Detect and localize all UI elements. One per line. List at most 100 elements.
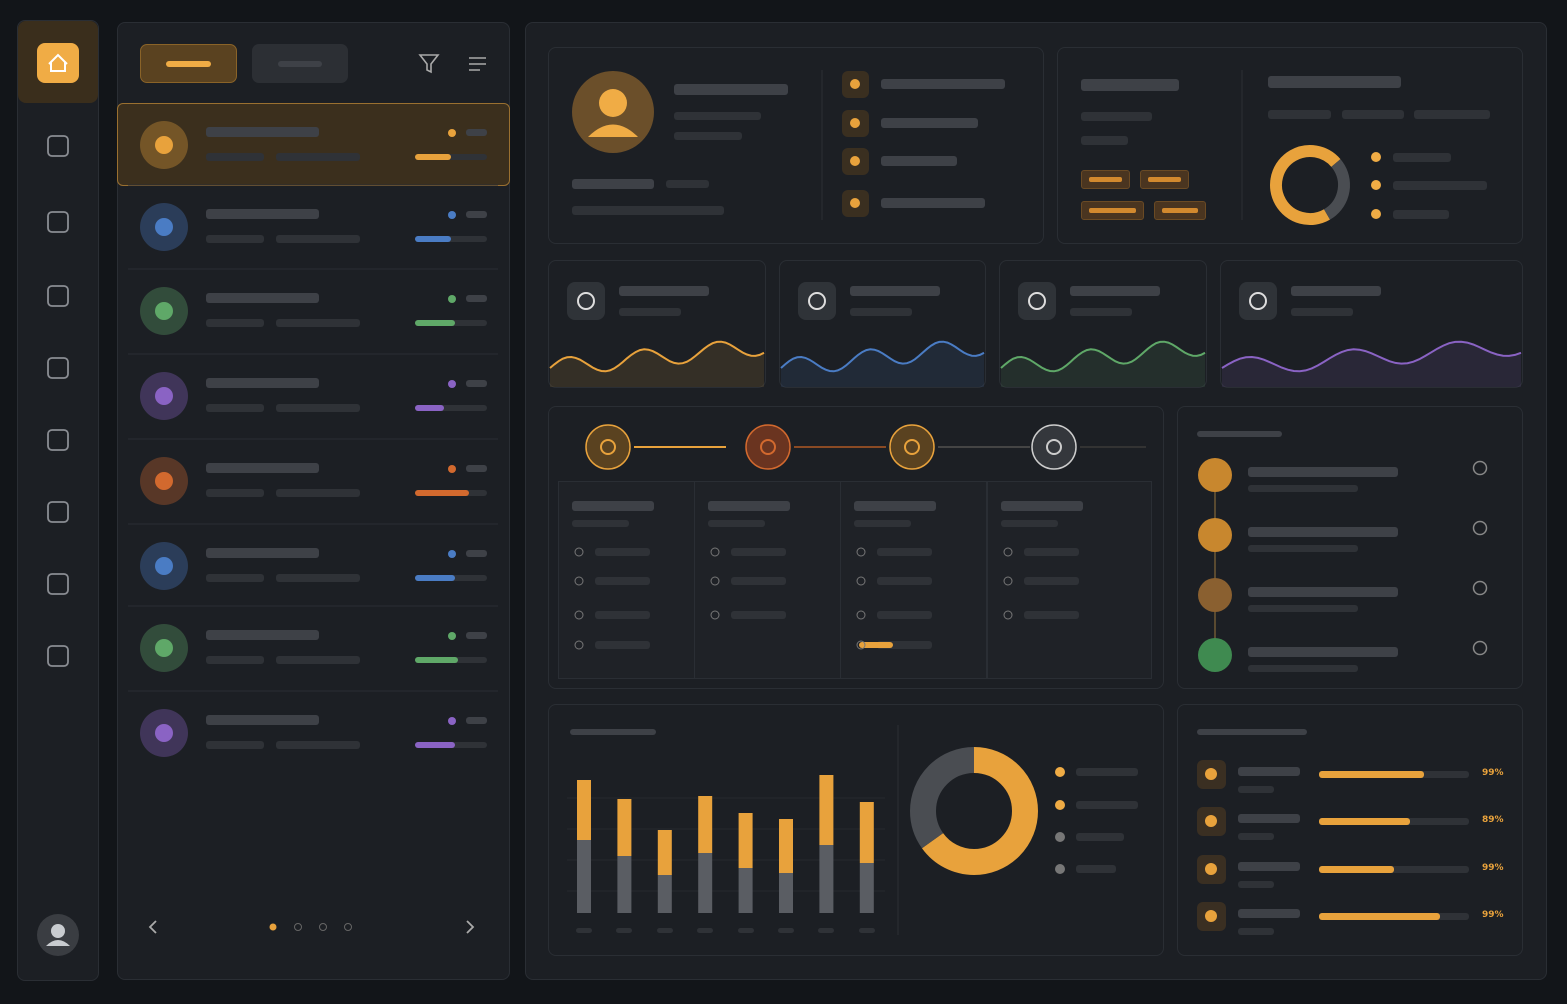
step-node xyxy=(585,424,631,470)
progress-track xyxy=(415,405,487,411)
item-sub xyxy=(206,574,264,582)
sparkline xyxy=(1000,340,1206,373)
line xyxy=(731,548,786,556)
avatar-head xyxy=(51,924,65,938)
bar-segment xyxy=(698,796,713,853)
line xyxy=(666,180,709,188)
progress-name xyxy=(1238,862,1300,871)
line xyxy=(572,206,724,215)
stat-icon xyxy=(798,282,836,320)
line xyxy=(1268,110,1331,119)
line xyxy=(595,577,650,585)
stat-card xyxy=(1220,260,1523,388)
x-label xyxy=(576,928,592,933)
line xyxy=(1081,112,1152,121)
x-label xyxy=(737,928,754,933)
stat-icon xyxy=(1239,282,1277,320)
item-title xyxy=(206,127,319,137)
avatar-body xyxy=(46,940,70,946)
status-text xyxy=(466,550,487,557)
donut-segment xyxy=(1270,145,1350,225)
progress-fill xyxy=(1319,818,1410,825)
item-sub xyxy=(206,741,264,749)
timeline-node xyxy=(1198,638,1232,672)
progress-label: 99% xyxy=(1482,863,1504,873)
line xyxy=(595,611,650,619)
timeline-sub xyxy=(1248,605,1358,612)
row-icon xyxy=(574,610,584,620)
step-node xyxy=(745,424,791,470)
item-icon-glyph xyxy=(155,302,173,320)
row-icon xyxy=(574,576,584,586)
sparkline-area xyxy=(550,341,764,387)
timeline-title xyxy=(1197,431,1282,437)
tag-label xyxy=(1089,177,1122,182)
bar-segment xyxy=(738,813,753,868)
sparkline xyxy=(549,340,765,373)
progress-title xyxy=(1197,729,1307,735)
row-icon xyxy=(856,547,866,557)
stat-sub xyxy=(850,308,912,316)
progress-fill xyxy=(859,642,893,648)
status-text xyxy=(466,717,487,724)
list-item-selected[interactable] xyxy=(117,103,510,186)
stat-glyph xyxy=(1249,292,1267,310)
progress-name xyxy=(1238,767,1300,776)
sparkline-area xyxy=(781,341,984,387)
next-arrow xyxy=(466,920,475,934)
progress-fill xyxy=(415,320,455,326)
item-icon-glyph xyxy=(155,387,173,405)
item-title xyxy=(206,548,319,558)
item-sub xyxy=(276,235,360,243)
progress-fill xyxy=(415,490,469,496)
bar-segment xyxy=(698,853,713,913)
status-text xyxy=(466,465,487,472)
prev-arrow xyxy=(148,920,157,934)
contact-text xyxy=(881,198,985,208)
timeline-text xyxy=(1248,527,1398,537)
status-dot xyxy=(448,717,456,725)
bar-segment xyxy=(779,819,793,873)
progress-fill xyxy=(1319,866,1394,873)
status-dot xyxy=(448,465,456,473)
progress-track xyxy=(1319,866,1469,873)
item-sub xyxy=(206,656,264,664)
stat-icon xyxy=(1018,282,1056,320)
line xyxy=(731,611,786,619)
timeline-text xyxy=(1248,647,1398,657)
item-icon-glyph xyxy=(155,136,173,154)
item-sub xyxy=(276,741,360,749)
progress-track xyxy=(415,236,487,242)
stat-card xyxy=(999,260,1207,388)
line xyxy=(708,501,790,511)
line xyxy=(1081,79,1179,91)
row-icon xyxy=(856,640,866,650)
progress-fill xyxy=(1319,771,1424,778)
progress-fill xyxy=(415,405,444,411)
row-icon xyxy=(710,576,720,586)
home-button[interactable] xyxy=(37,43,79,83)
line xyxy=(708,520,765,527)
progress-sub xyxy=(1238,928,1274,935)
progress-sub xyxy=(1238,833,1274,840)
line xyxy=(595,548,650,556)
nav-icon xyxy=(47,135,69,157)
status-text xyxy=(466,295,487,302)
filter-icon xyxy=(418,54,440,74)
chart-title xyxy=(570,729,656,735)
item-title xyxy=(206,293,319,303)
sparkline-area xyxy=(1001,341,1205,387)
row-icon xyxy=(1003,547,1013,557)
x-label xyxy=(858,928,875,933)
item-sub xyxy=(276,489,360,497)
step-glyph xyxy=(760,439,776,455)
item-sub xyxy=(206,489,264,497)
timeline-text xyxy=(1248,587,1398,597)
x-label xyxy=(778,928,794,933)
bar-segment xyxy=(819,775,834,845)
progress-glyph xyxy=(1205,768,1217,780)
contact-text xyxy=(881,118,978,128)
status-text xyxy=(466,129,487,136)
